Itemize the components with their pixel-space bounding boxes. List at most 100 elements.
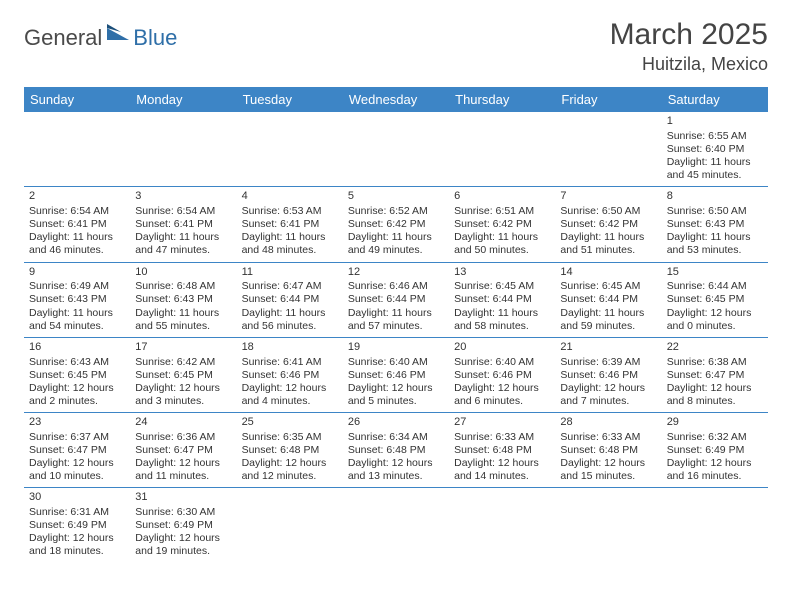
sunset-text: Sunset: 6:48 PM <box>348 444 444 457</box>
day-number: 14 <box>560 266 656 280</box>
sunset-text: Sunset: 6:47 PM <box>667 369 763 382</box>
sunrise-text: Sunrise: 6:55 AM <box>667 130 763 143</box>
daylight-text: Daylight: 12 hours and 15 minutes. <box>560 457 656 483</box>
calendar-cell: 2Sunrise: 6:54 AMSunset: 6:41 PMDaylight… <box>24 187 130 262</box>
sunrise-text: Sunrise: 6:50 AM <box>667 205 763 218</box>
calendar-cell: 29Sunrise: 6:32 AMSunset: 6:49 PMDayligh… <box>662 413 768 488</box>
sunset-text: Sunset: 6:45 PM <box>29 369 125 382</box>
day-header: Friday <box>555 87 661 112</box>
daylight-text: Daylight: 12 hours and 12 minutes. <box>242 457 338 483</box>
sunset-text: Sunset: 6:40 PM <box>667 143 763 156</box>
calendar-cell <box>449 488 555 563</box>
day-number: 16 <box>29 341 125 355</box>
daylight-text: Daylight: 12 hours and 7 minutes. <box>560 382 656 408</box>
sunrise-text: Sunrise: 6:50 AM <box>560 205 656 218</box>
daylight-text: Daylight: 12 hours and 16 minutes. <box>667 457 763 483</box>
sunset-text: Sunset: 6:49 PM <box>135 519 231 532</box>
daylight-text: Daylight: 12 hours and 4 minutes. <box>242 382 338 408</box>
sunrise-text: Sunrise: 6:40 AM <box>348 356 444 369</box>
sunrise-text: Sunrise: 6:30 AM <box>135 506 231 519</box>
sunrise-text: Sunrise: 6:37 AM <box>29 431 125 444</box>
sunset-text: Sunset: 6:41 PM <box>135 218 231 231</box>
calendar-cell: 23Sunrise: 6:37 AMSunset: 6:47 PMDayligh… <box>24 413 130 488</box>
sunset-text: Sunset: 6:41 PM <box>29 218 125 231</box>
sunrise-text: Sunrise: 6:38 AM <box>667 356 763 369</box>
calendar-cell: 30Sunrise: 6:31 AMSunset: 6:49 PMDayligh… <box>24 488 130 563</box>
sunrise-text: Sunrise: 6:42 AM <box>135 356 231 369</box>
daylight-text: Daylight: 11 hours and 59 minutes. <box>560 307 656 333</box>
calendar-cell: 21Sunrise: 6:39 AMSunset: 6:46 PMDayligh… <box>555 337 661 412</box>
day-number: 17 <box>135 341 231 355</box>
calendar-cell: 15Sunrise: 6:44 AMSunset: 6:45 PMDayligh… <box>662 262 768 337</box>
sunset-text: Sunset: 6:47 PM <box>135 444 231 457</box>
day-number: 31 <box>135 491 231 505</box>
daylight-text: Daylight: 11 hours and 54 minutes. <box>29 307 125 333</box>
day-header: Saturday <box>662 87 768 112</box>
title-block: March 2025 Huitzila, Mexico <box>610 18 768 75</box>
day-number: 15 <box>667 266 763 280</box>
calendar-cell: 20Sunrise: 6:40 AMSunset: 6:46 PMDayligh… <box>449 337 555 412</box>
sunrise-text: Sunrise: 6:36 AM <box>135 431 231 444</box>
sunrise-text: Sunrise: 6:46 AM <box>348 280 444 293</box>
sunset-text: Sunset: 6:43 PM <box>667 218 763 231</box>
calendar-cell: 26Sunrise: 6:34 AMSunset: 6:48 PMDayligh… <box>343 413 449 488</box>
calendar-cell: 6Sunrise: 6:51 AMSunset: 6:42 PMDaylight… <box>449 187 555 262</box>
day-number: 5 <box>348 190 444 204</box>
calendar-cell <box>237 488 343 563</box>
sunrise-text: Sunrise: 6:39 AM <box>560 356 656 369</box>
calendar-row: 9Sunrise: 6:49 AMSunset: 6:43 PMDaylight… <box>24 262 768 337</box>
daylight-text: Daylight: 12 hours and 19 minutes. <box>135 532 231 558</box>
sunrise-text: Sunrise: 6:48 AM <box>135 280 231 293</box>
sunrise-text: Sunrise: 6:40 AM <box>454 356 550 369</box>
day-number: 3 <box>135 190 231 204</box>
sunrise-text: Sunrise: 6:31 AM <box>29 506 125 519</box>
day-header: Thursday <box>449 87 555 112</box>
calendar-cell: 5Sunrise: 6:52 AMSunset: 6:42 PMDaylight… <box>343 187 449 262</box>
calendar-cell <box>130 112 236 187</box>
sunrise-text: Sunrise: 6:52 AM <box>348 205 444 218</box>
daylight-text: Daylight: 12 hours and 8 minutes. <box>667 382 763 408</box>
calendar-cell: 16Sunrise: 6:43 AMSunset: 6:45 PMDayligh… <box>24 337 130 412</box>
daylight-text: Daylight: 11 hours and 57 minutes. <box>348 307 444 333</box>
day-number: 20 <box>454 341 550 355</box>
header: General Blue March 2025 Huitzila, Mexico <box>24 18 768 75</box>
calendar-body: 1Sunrise: 6:55 AMSunset: 6:40 PMDaylight… <box>24 112 768 563</box>
daylight-text: Daylight: 12 hours and 18 minutes. <box>29 532 125 558</box>
daylight-text: Daylight: 12 hours and 2 minutes. <box>29 382 125 408</box>
sunset-text: Sunset: 6:42 PM <box>560 218 656 231</box>
calendar-cell <box>555 112 661 187</box>
sunset-text: Sunset: 6:43 PM <box>29 293 125 306</box>
sunset-text: Sunset: 6:48 PM <box>242 444 338 457</box>
day-header: Wednesday <box>343 87 449 112</box>
day-number: 12 <box>348 266 444 280</box>
day-number: 29 <box>667 416 763 430</box>
day-number: 19 <box>348 341 444 355</box>
calendar-row: 2Sunrise: 6:54 AMSunset: 6:41 PMDaylight… <box>24 187 768 262</box>
calendar-cell: 11Sunrise: 6:47 AMSunset: 6:44 PMDayligh… <box>237 262 343 337</box>
sunset-text: Sunset: 6:42 PM <box>454 218 550 231</box>
calendar-cell: 28Sunrise: 6:33 AMSunset: 6:48 PMDayligh… <box>555 413 661 488</box>
month-title: March 2025 <box>610 18 768 52</box>
day-number: 23 <box>29 416 125 430</box>
calendar-cell: 8Sunrise: 6:50 AMSunset: 6:43 PMDaylight… <box>662 187 768 262</box>
sunset-text: Sunset: 6:41 PM <box>242 218 338 231</box>
sunrise-text: Sunrise: 6:33 AM <box>454 431 550 444</box>
day-number: 25 <box>242 416 338 430</box>
calendar-cell: 7Sunrise: 6:50 AMSunset: 6:42 PMDaylight… <box>555 187 661 262</box>
calendar-cell: 27Sunrise: 6:33 AMSunset: 6:48 PMDayligh… <box>449 413 555 488</box>
sunset-text: Sunset: 6:46 PM <box>348 369 444 382</box>
calendar-cell: 19Sunrise: 6:40 AMSunset: 6:46 PMDayligh… <box>343 337 449 412</box>
sunrise-text: Sunrise: 6:44 AM <box>667 280 763 293</box>
sunrise-text: Sunrise: 6:43 AM <box>29 356 125 369</box>
sunset-text: Sunset: 6:46 PM <box>454 369 550 382</box>
day-number: 6 <box>454 190 550 204</box>
daylight-text: Daylight: 11 hours and 47 minutes. <box>135 231 231 257</box>
calendar-cell: 22Sunrise: 6:38 AMSunset: 6:47 PMDayligh… <box>662 337 768 412</box>
day-number: 30 <box>29 491 125 505</box>
sunrise-text: Sunrise: 6:45 AM <box>454 280 550 293</box>
calendar-cell <box>343 488 449 563</box>
day-number: 27 <box>454 416 550 430</box>
sunset-text: Sunset: 6:44 PM <box>242 293 338 306</box>
calendar-cell <box>449 112 555 187</box>
day-number: 8 <box>667 190 763 204</box>
